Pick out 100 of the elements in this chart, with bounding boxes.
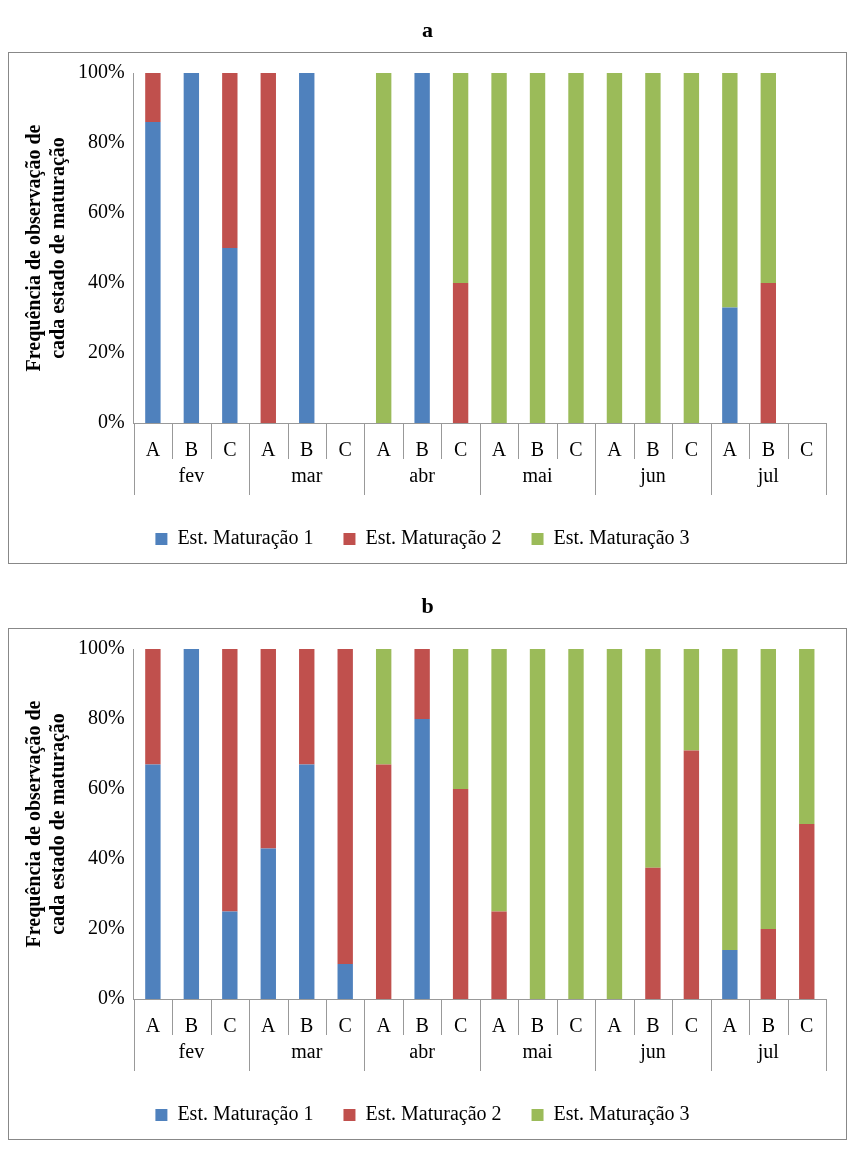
x-tick-label: C (800, 438, 814, 461)
bar (568, 649, 584, 999)
x-tick-label: A (145, 1014, 161, 1037)
text: jun (639, 1040, 666, 1064)
bar (414, 719, 430, 999)
y-tick-label: 80% (87, 706, 125, 729)
bar (183, 649, 200, 999)
y-tick-label: 20% (87, 916, 125, 939)
text: abr (409, 1040, 436, 1063)
bar (491, 911, 507, 999)
text: mai (522, 464, 553, 487)
bar (260, 73, 276, 423)
y-tick-label: 100% (77, 60, 125, 83)
x-tick-label: B (530, 1014, 545, 1037)
x-tick-label: C (338, 438, 352, 461)
bar (145, 73, 161, 122)
bar (414, 73, 430, 423)
x-tick-label: B (300, 1014, 314, 1037)
bar (683, 649, 700, 751)
bar (222, 649, 238, 912)
bar (606, 73, 623, 423)
bar (452, 789, 469, 999)
y-tick-label: 20% (87, 340, 125, 363)
x-tick-label: B (646, 438, 660, 461)
bar (145, 649, 161, 765)
bar (491, 649, 507, 912)
text: mar (291, 464, 323, 487)
bar (760, 649, 776, 929)
bar (452, 649, 469, 789)
x-tick-label: A (722, 1014, 738, 1037)
chart-title: b (420, 592, 435, 620)
x-tick-label: C (453, 438, 468, 461)
y-axis-title: Frequência de observação de cada estado de maturação (22, 700, 70, 948)
text: jun (639, 464, 666, 488)
x-tick-label: B (415, 438, 429, 461)
y-tick-label: 80% (87, 130, 125, 153)
x-tick-label: A (722, 438, 738, 461)
bar (760, 73, 776, 283)
x-tick-label: A (376, 1014, 392, 1037)
bar (568, 73, 584, 423)
bar (222, 73, 238, 248)
bar (452, 73, 469, 283)
x-tick-label: A (491, 1014, 507, 1037)
x-tick-label: B (530, 438, 545, 461)
bar (722, 950, 738, 999)
x-tick-label: B (184, 1014, 199, 1037)
x-tick-label: C (338, 1014, 352, 1037)
bar (606, 649, 623, 999)
legend-label: Est. Maturação 2 (365, 526, 502, 550)
bar (722, 649, 738, 950)
bar (260, 848, 276, 999)
bar (299, 764, 315, 999)
x-tick-label: B (300, 438, 314, 461)
x-tick-label: C (569, 1014, 583, 1037)
legend-label: Est. Maturação 3 (553, 1102, 690, 1126)
bar (337, 964, 353, 999)
bar (760, 283, 776, 423)
x-tick-label: B (184, 438, 199, 461)
x-tick-label: C (453, 1014, 468, 1037)
x-tick-label: A (607, 1014, 623, 1037)
legend-label: Est. Maturação 1 (177, 526, 314, 550)
legend-label: Est. Maturação 2 (365, 1102, 502, 1126)
bar (645, 649, 661, 868)
x-tick-label: A (491, 438, 507, 461)
x-tick-label: A (261, 438, 277, 461)
y-tick-label: 0% (97, 986, 125, 1009)
bar (491, 73, 507, 423)
x-tick-label: A (145, 438, 161, 461)
text: fev (178, 464, 205, 487)
text: fev (178, 1040, 205, 1063)
x-tick-label: B (415, 1014, 429, 1037)
y-tick-label: 60% (87, 776, 125, 799)
legend-label: Est. Maturação 3 (553, 526, 690, 550)
text: mai (522, 1040, 553, 1063)
x-tick-label: C (684, 1014, 699, 1037)
y-tick-label: 40% (87, 270, 125, 293)
x-tick-label: C (684, 438, 699, 461)
x-tick-label: B (761, 1014, 775, 1037)
bar (337, 649, 353, 964)
bar (375, 73, 392, 423)
y-axis-title: Frequência de observação de cada estado de maturação (22, 124, 70, 372)
text: mar (291, 1040, 323, 1063)
x-tick-label: C (800, 1014, 814, 1037)
bar (375, 649, 392, 765)
y-tick-label: 40% (87, 846, 125, 869)
y-tick-label: 100% (77, 636, 125, 659)
bar (414, 649, 430, 719)
bar (722, 73, 738, 308)
bar (529, 73, 546, 423)
x-tick-label: C (223, 438, 237, 461)
bar (375, 764, 392, 999)
bar (683, 750, 700, 999)
bar (299, 73, 315, 423)
bar (799, 824, 815, 999)
bar (145, 764, 161, 999)
bar (452, 283, 469, 423)
bar (799, 649, 815, 824)
text: abr (409, 464, 436, 487)
bar (222, 248, 238, 423)
bar (299, 649, 315, 765)
